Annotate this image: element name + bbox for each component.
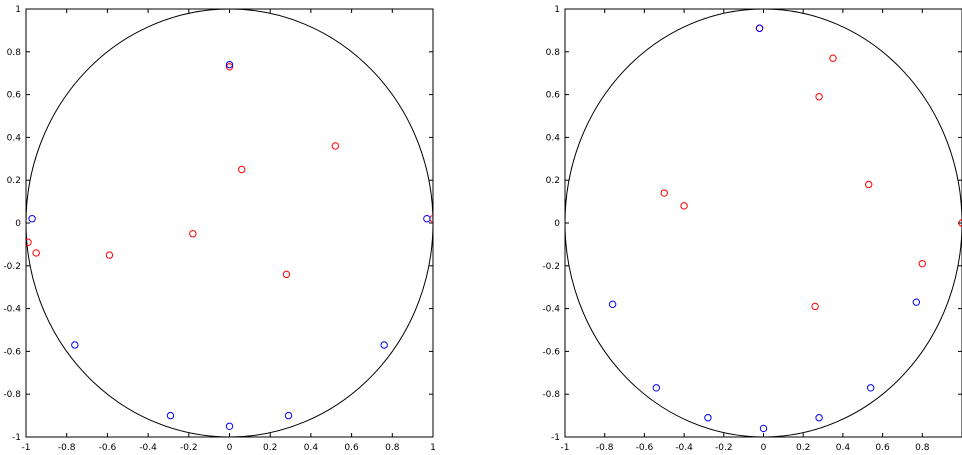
data-point	[866, 384, 875, 392]
series-1	[608, 24, 921, 433]
x-tick-label: 1	[430, 443, 436, 453]
y-tick-label: 0.8	[7, 48, 22, 58]
data-point	[829, 54, 837, 62]
y-tick-label: 1	[554, 5, 560, 15]
x-tick-label: -0.2	[715, 443, 733, 453]
data-point	[811, 302, 819, 311]
x-tick-label: 0.4	[836, 443, 851, 453]
right-plot: -1 -0.8 -0.6 -0.4 -0.2 0 0.2 0.4 0.6 0.8 1 0.8 0.6 0.…	[542, 5, 962, 453]
y-tick-label: -1	[12, 433, 21, 443]
y-tick-label: -0.8	[3, 390, 21, 400]
data-point	[225, 63, 234, 71]
data-point	[32, 249, 40, 257]
data-point	[423, 215, 431, 223]
y-tick-label: 0.6	[546, 91, 561, 101]
data-point	[918, 259, 926, 268]
data-point	[284, 411, 293, 420]
y-tick-label: 0.2	[7, 176, 21, 186]
data-point	[704, 414, 712, 422]
x-tick-label: -1	[561, 443, 570, 453]
data-point	[238, 165, 246, 174]
y-tick-label: -0.4	[542, 305, 560, 315]
x-tick-label: -0.2	[180, 443, 198, 453]
x-tick-label: 0.2	[796, 443, 810, 453]
data-point	[680, 202, 688, 210]
x-tick-label: -0.8	[596, 443, 614, 453]
y-tick-label: 1	[15, 5, 21, 15]
x-tick-label: 0	[227, 443, 233, 453]
x-tick-label: 0.8	[915, 443, 930, 453]
axes-frame	[564, 8, 962, 438]
y-tick-label: 0.2	[546, 176, 560, 186]
y-tick-label: 0	[15, 219, 21, 229]
y-tick-label: 0.4	[7, 133, 22, 143]
data-point	[282, 270, 291, 279]
x-tick-label: -0.6	[636, 443, 654, 453]
y-tick-label: -0.2	[3, 262, 21, 272]
data-point	[759, 424, 768, 433]
data-point	[755, 24, 764, 32]
data-point	[189, 230, 197, 238]
data-point	[166, 411, 175, 420]
data-point	[28, 215, 36, 223]
data-point	[71, 341, 79, 349]
data-point	[608, 300, 617, 309]
y-tick-label: -0.2	[542, 262, 560, 272]
x-tick-label: 0	[761, 443, 767, 453]
y-tick-label: 0.4	[546, 133, 561, 143]
data-point	[26, 238, 32, 246]
y-tick-label: -0.6	[3, 347, 21, 357]
x-tick-label: 0.2	[263, 443, 277, 453]
x-tick-label: -1	[22, 443, 31, 453]
y-tick-label: -1	[551, 433, 560, 443]
left-plot: -1 -0.8 -0.6 -0.4 -0.2 0 0.2 0.4 0.6 0.8 1 1 0.8 0.6 0…	[3, 5, 436, 453]
x-tick-label: -0.6	[99, 443, 117, 453]
series-1	[28, 60, 431, 430]
data-point	[225, 422, 234, 430]
data-point	[380, 341, 388, 349]
y-tick-label: 0	[554, 219, 560, 229]
plot-area	[26, 9, 433, 437]
y-tick-label: -0.6	[542, 347, 560, 357]
x-tick-label: 0.6	[344, 443, 359, 453]
data-point	[865, 180, 873, 189]
data-point	[815, 93, 823, 101]
y-tick-label: 0.8	[546, 48, 561, 58]
data-point	[912, 298, 921, 306]
y-tick-label: -0.4	[3, 305, 21, 315]
axes-frame	[25, 8, 434, 438]
x-tick-label: -0.8	[58, 443, 76, 453]
x-tick-label: 0.8	[385, 443, 400, 453]
data-point	[652, 384, 661, 392]
data-point	[815, 414, 823, 422]
y-tick-label: 0.6	[7, 91, 22, 101]
series-0	[26, 63, 433, 279]
x-tick-label: -0.4	[139, 443, 157, 453]
data-point	[225, 60, 234, 69]
x-tick-label: 0.4	[304, 443, 319, 453]
data-point	[660, 189, 668, 197]
data-point	[105, 251, 114, 259]
x-tick-label: -0.4	[675, 443, 693, 453]
x-tick-label: 0.6	[875, 443, 890, 453]
data-point	[331, 142, 340, 150]
y-tick-label: -0.8	[542, 390, 560, 400]
